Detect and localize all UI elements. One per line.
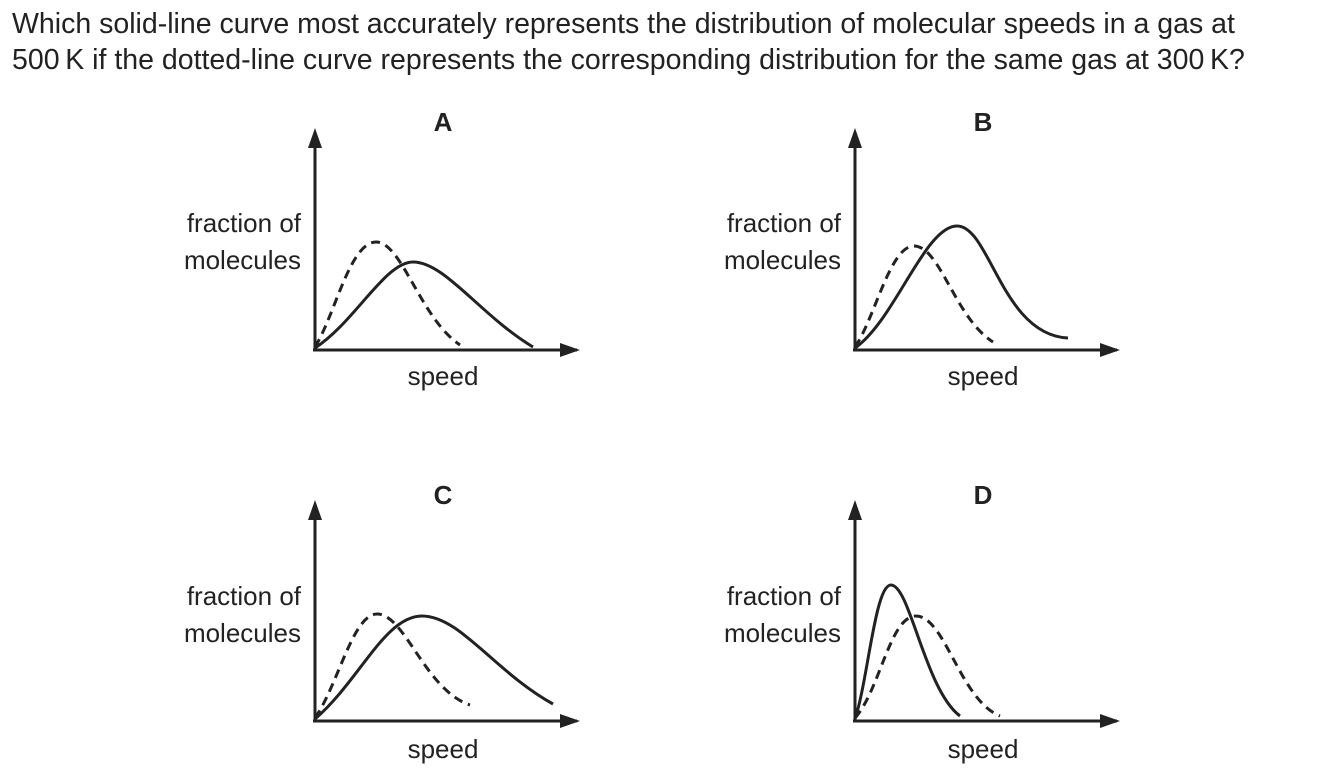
y-axis-label-d-line1: fraction of (727, 581, 842, 611)
question-line-1: Which solid-line curve most accurately r… (12, 8, 1235, 40)
question-line-2: 500 K if the dotted-line curve represent… (12, 44, 1245, 76)
panel-b: B fraction of molecules speed (724, 107, 1120, 391)
y-arrowhead-a (308, 128, 322, 148)
panel-letter-a: A (434, 107, 453, 137)
x-axis-label-d: speed (948, 734, 1019, 764)
panel-c: C fraction of molecules speed (184, 480, 580, 764)
y-arrowhead-d (848, 500, 862, 520)
y-axis-label-a-line1: fraction of (187, 208, 302, 238)
solid-curve-500k-d (853, 583, 961, 720)
y-arrowhead-b (848, 128, 862, 148)
x-axis-label-c: speed (408, 734, 479, 764)
panel-letter-c: C (434, 480, 453, 510)
x-arrowhead-a (560, 343, 580, 357)
panel-a: A fraction of molecules speed (184, 107, 580, 391)
y-axis-label-d-line2: molecules (724, 618, 841, 648)
dotted-curve-300k-c (313, 612, 471, 719)
x-axis-label-b: speed (948, 361, 1019, 391)
y-axis-label-b-line2: molecules (724, 245, 841, 275)
dotted-curve-300k-b (853, 244, 994, 348)
panel-letter-b: B (974, 107, 993, 137)
x-axis-label-a: speed (408, 361, 479, 391)
y-arrowhead-c (308, 500, 322, 520)
question-text: Which solid-line curve most accurately r… (12, 6, 1337, 78)
y-axis-label-a-line2: molecules (184, 245, 301, 275)
panel-d: D fraction of molecules speed (724, 480, 1120, 764)
x-arrowhead-b (1100, 343, 1120, 357)
solid-curve-500k-a (314, 260, 534, 350)
x-arrowhead-c (560, 714, 580, 728)
panel-letter-d: D (974, 480, 993, 510)
solid-curve-500k-c (314, 614, 554, 721)
x-arrowhead-d (1100, 714, 1120, 728)
dotted-curve-300k-a (313, 240, 461, 348)
y-axis-label-b-line1: fraction of (727, 208, 842, 238)
dotted-curve-300k-d (853, 614, 1001, 719)
solid-curve-500k-b (854, 224, 1069, 350)
y-axis-label-c-line2: molecules (184, 618, 301, 648)
y-axis-label-c-line1: fraction of (187, 581, 302, 611)
